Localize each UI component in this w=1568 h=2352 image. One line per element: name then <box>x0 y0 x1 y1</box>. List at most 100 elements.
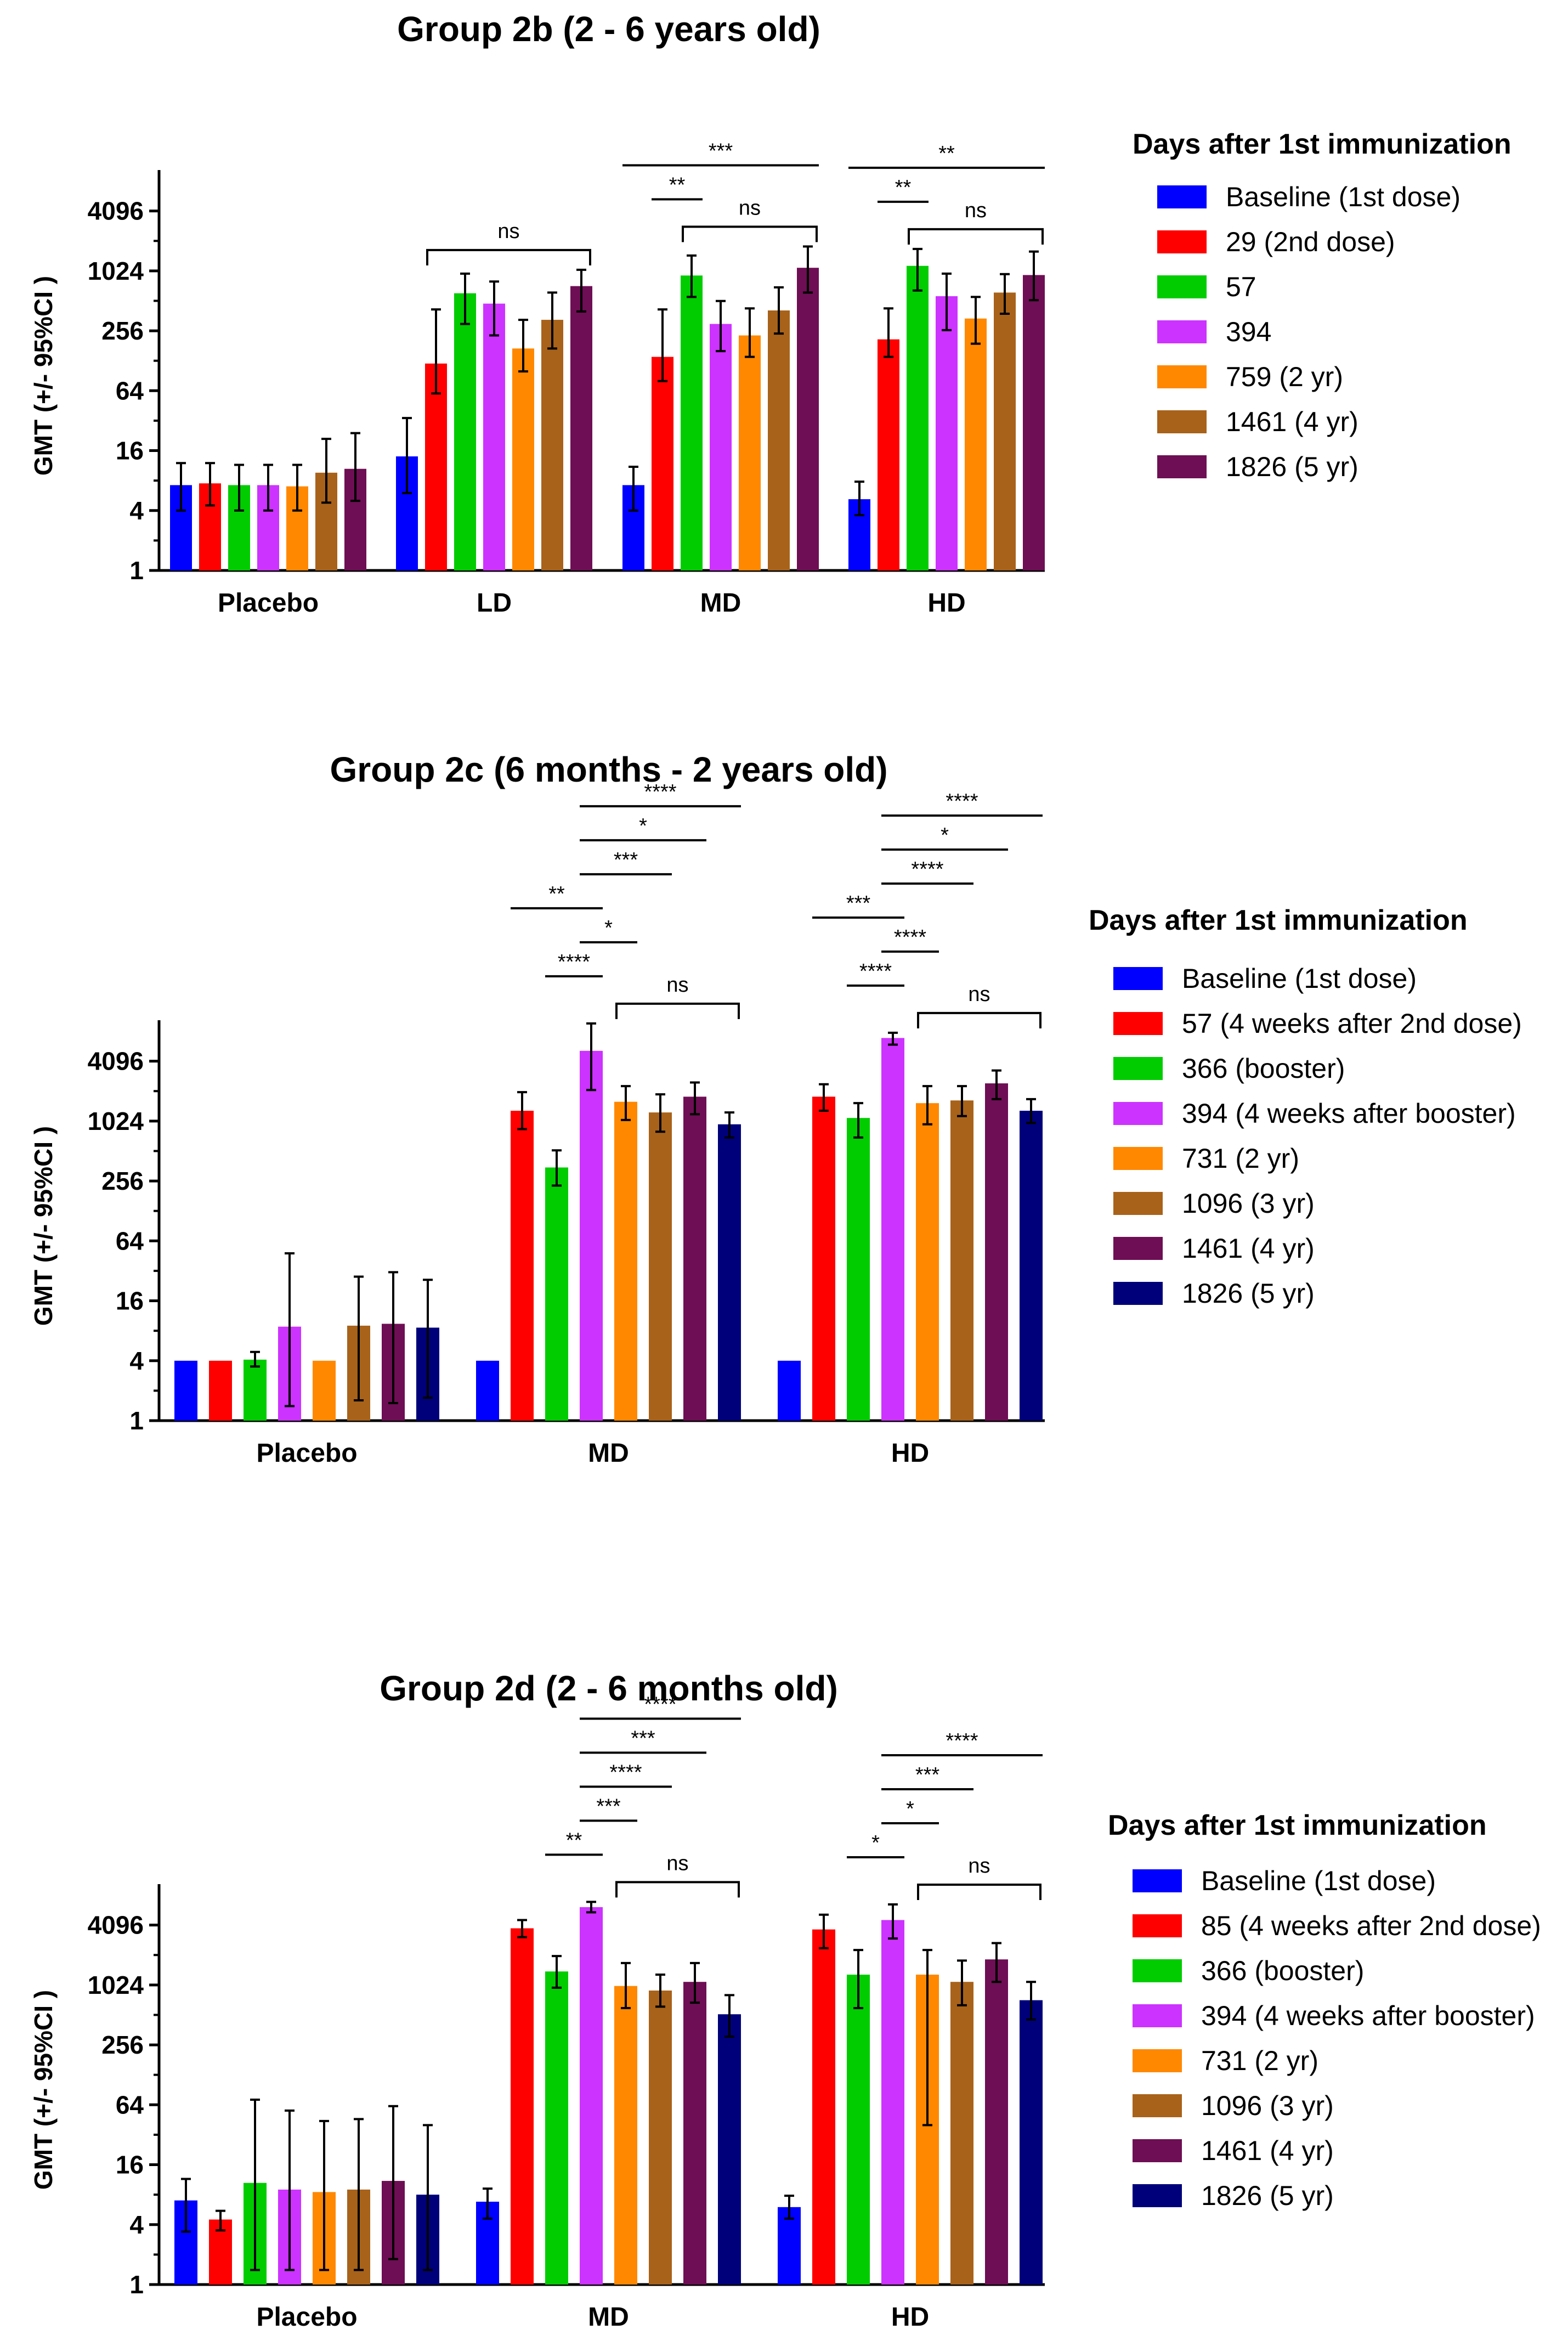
error-bar <box>922 1085 932 1126</box>
bar-hd-series-4 <box>936 296 958 570</box>
bar-hd-series-7 <box>1023 275 1045 570</box>
error-bar <box>774 286 784 335</box>
error-bar <box>888 1031 898 1046</box>
legend-swatch <box>1133 2094 1182 2117</box>
error-bar <box>517 1919 527 1938</box>
legend-label: 366 (booster) <box>1201 1955 1364 1986</box>
error-bar <box>285 1252 295 1407</box>
y-tick-label: 4096 <box>88 1047 144 1076</box>
legend-swatch <box>1133 1914 1182 1937</box>
error-bar <box>992 1069 1001 1100</box>
y-axis-label: GMT (+/- 95%CI ) <box>29 1126 58 1326</box>
legend-swatch <box>1157 185 1207 208</box>
legend-swatch <box>1133 1959 1182 1982</box>
bar-md-series-3 <box>681 275 703 570</box>
significance-label: * <box>639 815 647 838</box>
significance-annotation: ns <box>908 199 1044 245</box>
error-bar <box>992 1942 1001 1983</box>
significance-label: ** <box>566 1829 582 1852</box>
legend-swatch <box>1157 230 1207 253</box>
error-bar <box>354 2118 364 2271</box>
error-bar <box>1000 273 1010 315</box>
error-bar <box>784 2195 794 2220</box>
chart-title: Group 2b (2 - 6 years old) <box>397 9 820 49</box>
significance-bracket <box>615 1881 740 1898</box>
bar-hd-series-5 <box>916 1103 939 1421</box>
error-bar <box>319 2119 329 2271</box>
bar-md-series-5 <box>614 1986 637 2285</box>
legend-label: 759 (2 yr) <box>1226 361 1343 392</box>
bar-ld-series-2 <box>425 363 447 570</box>
legend-label: 1826 (5 yr) <box>1201 2180 1334 2211</box>
x-category-label: HD <box>927 589 965 618</box>
bar-hd-series-3 <box>847 1975 870 2285</box>
chart-panel-3: Group 2d (2 - 6 months old) GMT (+/- 95%C… <box>29 1669 1541 2332</box>
bar-hd-series-2 <box>878 339 899 570</box>
error-bar <box>957 1959 967 2006</box>
bar-hd-series-6 <box>950 1982 973 2285</box>
legend-label: 731 (2 yr) <box>1182 1143 1299 1174</box>
y-tick-label: 4 <box>129 1347 144 1375</box>
significance-annotation: ns <box>917 1855 1041 1901</box>
significance-annotation: * <box>580 917 637 943</box>
bar-md-series-3 <box>545 1971 568 2285</box>
error-bar <box>819 1083 829 1112</box>
bar-ld-series-4 <box>483 303 505 570</box>
significance-label: **** <box>558 951 590 974</box>
error-bar <box>853 1102 863 1139</box>
bar-hd-series-5 <box>965 318 987 570</box>
legend-label: 731 (2 yr) <box>1201 2045 1318 2076</box>
bar-hd-series-4 <box>881 1920 904 2285</box>
legend-label: Baseline (1st dose) <box>1201 1865 1436 1896</box>
legend-swatch <box>1157 365 1207 388</box>
bar-md-series-1 <box>476 1360 499 1421</box>
bar-hd-series-8 <box>1020 2000 1043 2285</box>
error-bar <box>629 466 638 512</box>
legend-label: 1461 (4 yr) <box>1182 1233 1315 1264</box>
error-bar <box>803 245 813 294</box>
significance-label: **** <box>946 790 978 813</box>
y-tick-label: 4 <box>129 496 144 525</box>
legend-swatch <box>1133 2049 1182 2072</box>
y-axis-label: GMT (+/- 95%CI ) <box>29 1990 58 2190</box>
significance-label: **** <box>911 858 943 881</box>
error-bar <box>913 247 922 292</box>
legend-label: 1461 (4 yr) <box>1201 2135 1334 2166</box>
error-bar <box>388 1271 398 1405</box>
significance-annotation: *** <box>580 849 672 875</box>
error-bar <box>354 1275 364 1401</box>
legend-label: Baseline (1st dose) <box>1226 182 1461 212</box>
error-bar <box>853 1949 863 2009</box>
error-bar <box>350 432 360 502</box>
legend-label: 29 (2nd dose) <box>1226 227 1395 257</box>
significance-annotation: *** <box>622 139 819 167</box>
bar-hd-series-3 <box>847 1118 870 1421</box>
y-tick-label: 1 <box>129 2270 144 2299</box>
legend-label: 394 <box>1226 316 1271 347</box>
significance-label: ns <box>968 983 990 1006</box>
y-tick-label: 16 <box>116 437 144 465</box>
significance-label: * <box>906 1797 914 1820</box>
legend-label: 394 (4 weeks after booster) <box>1182 1098 1516 1129</box>
error-bar <box>176 462 186 512</box>
bar-hd-series-6 <box>950 1100 973 1421</box>
error-bar <box>285 2109 295 2271</box>
error-bar <box>586 1022 596 1092</box>
bar-md-series-2 <box>652 357 673 570</box>
bar-placebo-series-2 <box>209 1360 232 1421</box>
significance-bracket <box>682 225 818 242</box>
significance-label: **** <box>644 1693 676 1716</box>
error-bar <box>205 462 215 507</box>
error-bar <box>234 463 244 512</box>
significance-label: **** <box>609 1761 642 1784</box>
error-bar <box>292 463 302 512</box>
significance-annotation: **** <box>881 926 939 953</box>
legend-swatch <box>1113 1237 1163 1260</box>
error-bar <box>552 1149 562 1187</box>
significance-label: **** <box>894 926 926 949</box>
bar-md-series-8 <box>718 1124 741 1421</box>
error-bar <box>518 319 528 373</box>
legend-swatch <box>1157 275 1207 298</box>
error-bar <box>586 1901 596 1914</box>
